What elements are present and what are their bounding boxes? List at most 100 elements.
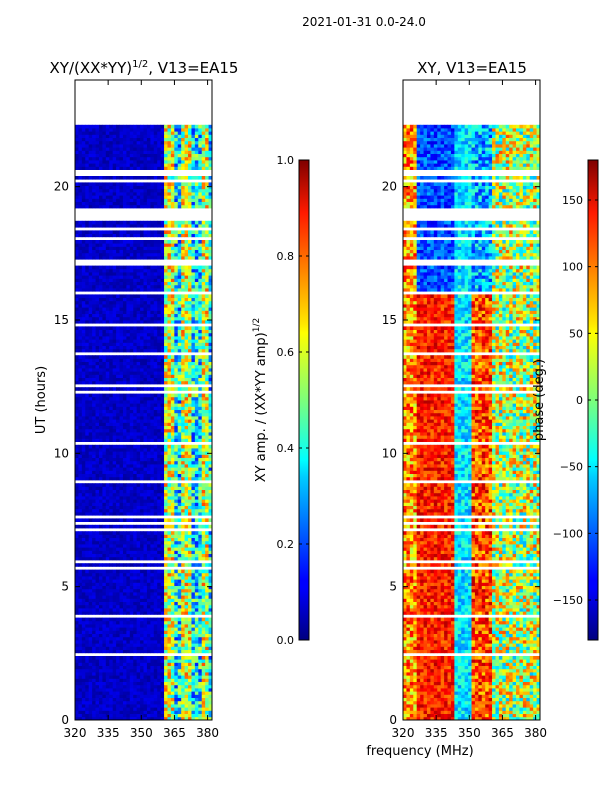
amplitude-cell — [92, 377, 96, 382]
amplitude-cell — [122, 364, 127, 369]
amplitude-cell — [146, 694, 151, 698]
amplitude-cell — [129, 688, 134, 692]
amplitude-cell — [170, 710, 175, 714]
amplitude-cell — [198, 297, 203, 302]
amplitude-cell — [109, 684, 114, 689]
amplitude-cell — [164, 550, 168, 554]
amplitude-cell — [174, 502, 179, 506]
amplitude-cell — [157, 547, 162, 551]
amplitude-cell — [92, 425, 96, 430]
amplitude-cell — [181, 668, 185, 673]
amplitude-cell — [105, 444, 110, 449]
amplitude-cell — [150, 572, 155, 577]
amplitude-cell — [109, 294, 114, 298]
amplitude-cell — [126, 627, 131, 631]
amplitude-cell — [194, 649, 199, 654]
amplitude-cell — [184, 633, 189, 638]
amplitude-cell — [198, 678, 203, 682]
amplitude-cell — [112, 476, 117, 481]
amplitude-cell — [92, 620, 96, 625]
amplitude-cell — [129, 444, 134, 449]
amplitude-cell — [136, 540, 141, 545]
amplitude-cell — [205, 374, 209, 378]
amplitude-cell — [126, 320, 131, 324]
amplitude-cell — [188, 697, 192, 702]
amplitude-cell — [174, 300, 179, 305]
amplitude-cell — [198, 476, 203, 481]
amplitude-cell — [146, 460, 151, 465]
amplitude-cell — [194, 364, 199, 369]
amplitude-cell — [167, 643, 172, 647]
amplitude-cell — [119, 684, 124, 689]
amplitude-cell — [160, 499, 165, 503]
amplitude-cell — [78, 620, 83, 625]
amplitude-cell — [102, 553, 107, 558]
amplitude-cell — [150, 454, 155, 458]
amplitude-cell — [92, 598, 96, 602]
amplitude-cell — [160, 681, 165, 686]
amplitude-cell — [150, 371, 155, 375]
amplitude-cell — [133, 438, 138, 442]
amplitude-cell — [170, 595, 175, 599]
amplitude-cell — [81, 508, 86, 513]
amplitude-cell — [95, 518, 100, 522]
amplitude-cell — [205, 662, 209, 666]
amplitude-cell — [119, 556, 124, 561]
amplitude-cell — [75, 470, 79, 474]
amplitude-cell — [170, 537, 175, 542]
amplitude-cell — [157, 656, 162, 660]
amplitude-cell — [122, 320, 127, 324]
amplitude-cell — [150, 659, 155, 663]
amplitude-cell — [188, 428, 192, 433]
amplitude-cell — [170, 611, 175, 615]
amplitude-cell — [136, 396, 141, 401]
amplitude-cell — [167, 662, 172, 666]
amplitude-cell — [160, 592, 165, 596]
amplitude-cell — [81, 332, 86, 337]
amplitude-cell — [119, 304, 124, 308]
amplitude-cell — [85, 332, 90, 337]
amplitude-cell — [194, 409, 199, 414]
amplitude-cell — [119, 297, 124, 302]
amplitude-cell — [153, 451, 158, 455]
amplitude-cell — [160, 403, 165, 407]
amplitude-cell — [95, 688, 100, 692]
amplitude-cell — [112, 342, 117, 346]
amplitude-cell — [78, 675, 83, 679]
amplitude-cell — [105, 665, 110, 670]
amplitude-cell — [126, 576, 131, 580]
amplitude-cell — [157, 486, 162, 490]
amplitude-cell — [116, 457, 120, 462]
amplitude-cell — [88, 518, 93, 522]
amplitude-cell — [122, 316, 127, 321]
amplitude-cell — [129, 294, 134, 298]
amplitude-cell — [146, 713, 151, 718]
amplitude-cell — [119, 435, 124, 439]
amplitude-cell — [160, 662, 165, 666]
amplitude-cell — [191, 358, 196, 362]
amplitude-cell — [140, 620, 144, 625]
amplitude-cell — [102, 579, 107, 583]
amplitude-cell — [170, 454, 175, 458]
amplitude-cell — [140, 307, 144, 311]
amplitude-cell — [109, 316, 114, 321]
amplitude-cell — [122, 486, 127, 490]
amplitude-cell — [150, 288, 155, 292]
amplitude-cell — [122, 620, 127, 625]
amplitude-cell — [78, 409, 83, 414]
amplitude-cell — [133, 310, 138, 314]
amplitude-cell — [208, 496, 212, 500]
amplitude-cell — [122, 406, 127, 410]
amplitude-cell — [119, 624, 124, 628]
amplitude-cell — [181, 406, 185, 410]
amplitude-cell — [98, 294, 103, 298]
amplitude-cell — [92, 364, 96, 369]
amplitude-cell — [170, 582, 175, 586]
amplitude-cell — [184, 361, 189, 366]
amplitude-cell — [75, 368, 79, 372]
amplitude-cell — [174, 643, 179, 647]
amplitude-cell — [177, 700, 182, 705]
amplitude-cell — [136, 361, 141, 366]
amplitude-cell — [102, 457, 107, 462]
amplitude-cell — [78, 336, 83, 340]
